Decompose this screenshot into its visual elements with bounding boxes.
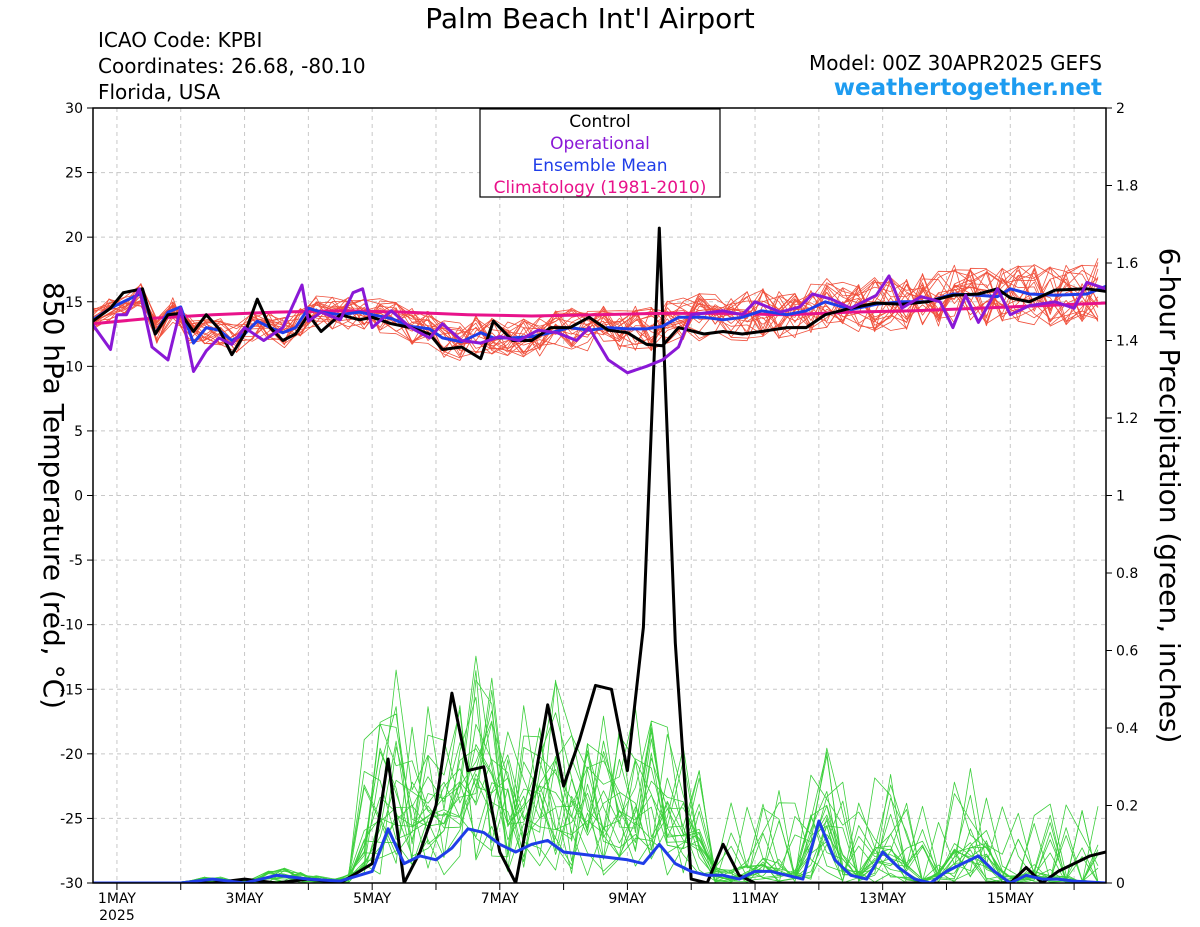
y-tick-label: 15	[65, 295, 83, 311]
y2-tick-label: 0.6	[1116, 644, 1138, 660]
x-tick-label: 7MAY	[481, 891, 519, 907]
x-tick-sublabel: 2025	[99, 908, 135, 924]
region: Florida, USA	[98, 80, 221, 104]
temp-member-line	[93, 264, 1099, 359]
precip-member-line	[93, 670, 1099, 883]
chart-title: Palm Beach Int'l Airport	[425, 2, 755, 35]
legend-entry: Control	[569, 112, 630, 132]
x-tick-label: 5MAY	[353, 891, 391, 907]
site-link[interactable]: weathertogether.net	[833, 75, 1102, 101]
legend-box	[479, 108, 721, 198]
precip-member-line	[93, 681, 1099, 883]
y-tick-label: -20	[60, 747, 83, 763]
x-tick-label: 13MAY	[859, 891, 906, 907]
temp-member-line	[93, 268, 1099, 357]
x-tick-label: 3MAY	[226, 891, 264, 907]
y-tick-label: 5	[74, 424, 83, 440]
y-tick-label: 20	[65, 230, 83, 246]
y-tick-label: 30	[65, 101, 83, 117]
precip-member-line	[93, 723, 1099, 883]
y-tick-label: -5	[69, 553, 83, 569]
x-tick-label: 9MAY	[608, 891, 646, 907]
coordinates: Coordinates: 26.68, -80.10	[98, 54, 366, 78]
y2-tick-label: 1.6	[1116, 256, 1138, 272]
x-tick-label: 15MAY	[987, 891, 1034, 907]
y2-tick-label: 0.4	[1116, 721, 1138, 737]
y2-tick-label: 0	[1116, 876, 1125, 892]
y-axis-title: 850 hPa Temperature (red, °C)	[37, 282, 70, 709]
y2-axis-title: 6-hour Precipitation (green, inches)	[1153, 248, 1186, 744]
y-tick-label: -15	[60, 682, 83, 698]
y2-tick-label: 1.2	[1116, 411, 1138, 427]
legend-entry: Ensemble Mean	[532, 156, 667, 176]
y2-tick-label: 2	[1116, 101, 1125, 117]
icao-code: ICAO Code: KPBI	[98, 28, 263, 52]
y2-tick-label: 1.8	[1116, 179, 1138, 195]
y-tick-label: -25	[60, 811, 83, 827]
precip-control-line	[93, 226, 1106, 883]
y2-tick-label: 0.8	[1116, 566, 1138, 582]
x-tick-label: 11MAY	[732, 891, 779, 907]
y-tick-label: 0	[74, 489, 83, 505]
precip-member-line	[93, 720, 1099, 883]
model-run: Model: 00Z 30APR2025 GEFS	[809, 51, 1102, 75]
temp-member-line	[93, 268, 1099, 358]
precip-ensemble-mean-line	[93, 819, 1106, 883]
y2-tick-label: 0.2	[1116, 799, 1138, 815]
x-tick-label: 1MAY	[98, 891, 136, 907]
precip-member-line	[93, 679, 1099, 883]
legend-entry: Operational	[550, 134, 650, 154]
y-tick-label: 25	[65, 166, 83, 182]
temp-climatology-1981-2010-line	[93, 301, 1106, 326]
y2-tick-label: 1	[1116, 489, 1125, 505]
y2-tick-label: 1.4	[1116, 334, 1138, 350]
temp-member-line	[93, 264, 1099, 351]
y-tick-label: -30	[60, 876, 83, 892]
precip-member-line	[93, 679, 1099, 883]
legend-entry: Climatology (1981-2010)	[494, 178, 707, 198]
y-tick-label: 10	[65, 359, 83, 375]
temp-operational-line	[93, 274, 1106, 375]
y-tick-label: -10	[60, 618, 83, 634]
